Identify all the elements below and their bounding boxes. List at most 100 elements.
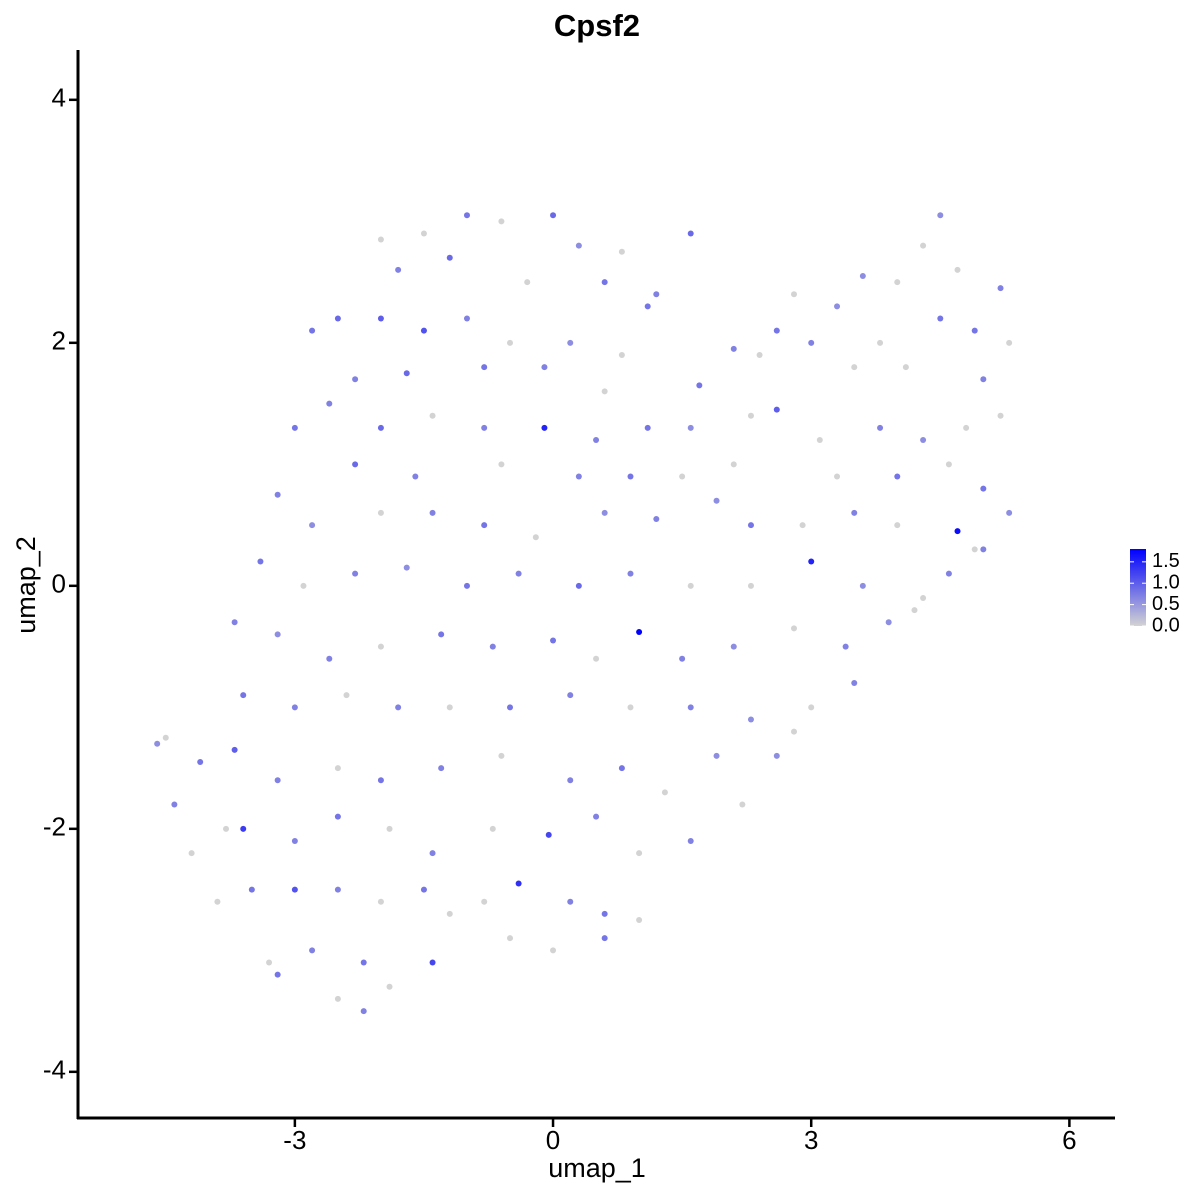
- point: [808, 558, 815, 565]
- point: [240, 692, 247, 699]
- point: [377, 898, 384, 905]
- point: [859, 582, 866, 589]
- point: [334, 315, 341, 322]
- point: [274, 491, 281, 498]
- point: [575, 473, 582, 480]
- point: [747, 412, 754, 419]
- point: [567, 692, 574, 699]
- point: [154, 740, 161, 747]
- point: [937, 315, 944, 322]
- point: [593, 437, 600, 444]
- point: [420, 886, 427, 893]
- point: [171, 801, 178, 808]
- point: [756, 351, 763, 358]
- point: [618, 765, 625, 772]
- point: [945, 570, 952, 577]
- point: [601, 509, 608, 516]
- y-axis-title: umap_2: [11, 536, 41, 634]
- point: [162, 734, 169, 741]
- point: [334, 886, 341, 893]
- point: [730, 461, 737, 468]
- point: [446, 910, 453, 917]
- chart-title: Cpsf2: [554, 8, 640, 43]
- x-tick-label: 6: [1062, 1125, 1076, 1155]
- point: [842, 643, 849, 650]
- point: [653, 515, 660, 522]
- point: [808, 339, 815, 346]
- point: [532, 534, 539, 541]
- point: [593, 655, 600, 662]
- colorbar-label: 0.0: [1152, 614, 1180, 636]
- point: [231, 746, 238, 753]
- point: [377, 424, 384, 431]
- point: [429, 509, 436, 516]
- point: [791, 728, 798, 735]
- point: [541, 424, 548, 431]
- point: [1006, 339, 1013, 346]
- point: [773, 327, 780, 334]
- point: [489, 643, 496, 650]
- point: [601, 279, 608, 286]
- point: [687, 582, 694, 589]
- point: [309, 522, 316, 529]
- point: [395, 704, 402, 711]
- colorbar-label: 0.5: [1152, 593, 1180, 615]
- point: [550, 947, 557, 954]
- point: [438, 765, 445, 772]
- point: [463, 582, 470, 589]
- point: [851, 680, 858, 687]
- point: [343, 692, 350, 699]
- point: [877, 424, 884, 431]
- point: [920, 437, 927, 444]
- point: [498, 218, 505, 225]
- point: [188, 850, 195, 857]
- point: [541, 364, 548, 371]
- point: [360, 959, 367, 966]
- point: [463, 315, 470, 322]
- point: [489, 825, 496, 832]
- colorbar-label: 1.0: [1152, 572, 1180, 594]
- point: [945, 461, 952, 468]
- point: [507, 339, 514, 346]
- point: [859, 272, 866, 279]
- point: [902, 364, 909, 371]
- point: [971, 327, 978, 334]
- point: [498, 752, 505, 759]
- point: [773, 406, 780, 413]
- x-axis-title: umap_1: [548, 1153, 646, 1183]
- point: [713, 752, 720, 759]
- point: [980, 376, 987, 383]
- y-tick-label: -2: [43, 812, 66, 842]
- point: [274, 971, 281, 978]
- point: [567, 898, 574, 905]
- point: [920, 242, 927, 249]
- point: [377, 509, 384, 516]
- point: [515, 880, 522, 887]
- point: [885, 619, 892, 626]
- point: [679, 655, 686, 662]
- point: [223, 825, 230, 832]
- point: [438, 631, 445, 638]
- point: [963, 424, 970, 431]
- point: [274, 777, 281, 784]
- point: [730, 643, 737, 650]
- point: [601, 388, 608, 395]
- point: [326, 655, 333, 662]
- point: [636, 850, 643, 857]
- point: [352, 461, 359, 468]
- point: [601, 935, 608, 942]
- point: [971, 546, 978, 553]
- point: [352, 376, 359, 383]
- point: [498, 461, 505, 468]
- point: [834, 303, 841, 310]
- point: [894, 279, 901, 286]
- y-tick-label: 0: [52, 569, 66, 599]
- point: [747, 716, 754, 723]
- point: [653, 291, 660, 298]
- point: [679, 473, 686, 480]
- point: [877, 339, 884, 346]
- point: [309, 947, 316, 954]
- point: [377, 315, 384, 322]
- point: [954, 266, 961, 273]
